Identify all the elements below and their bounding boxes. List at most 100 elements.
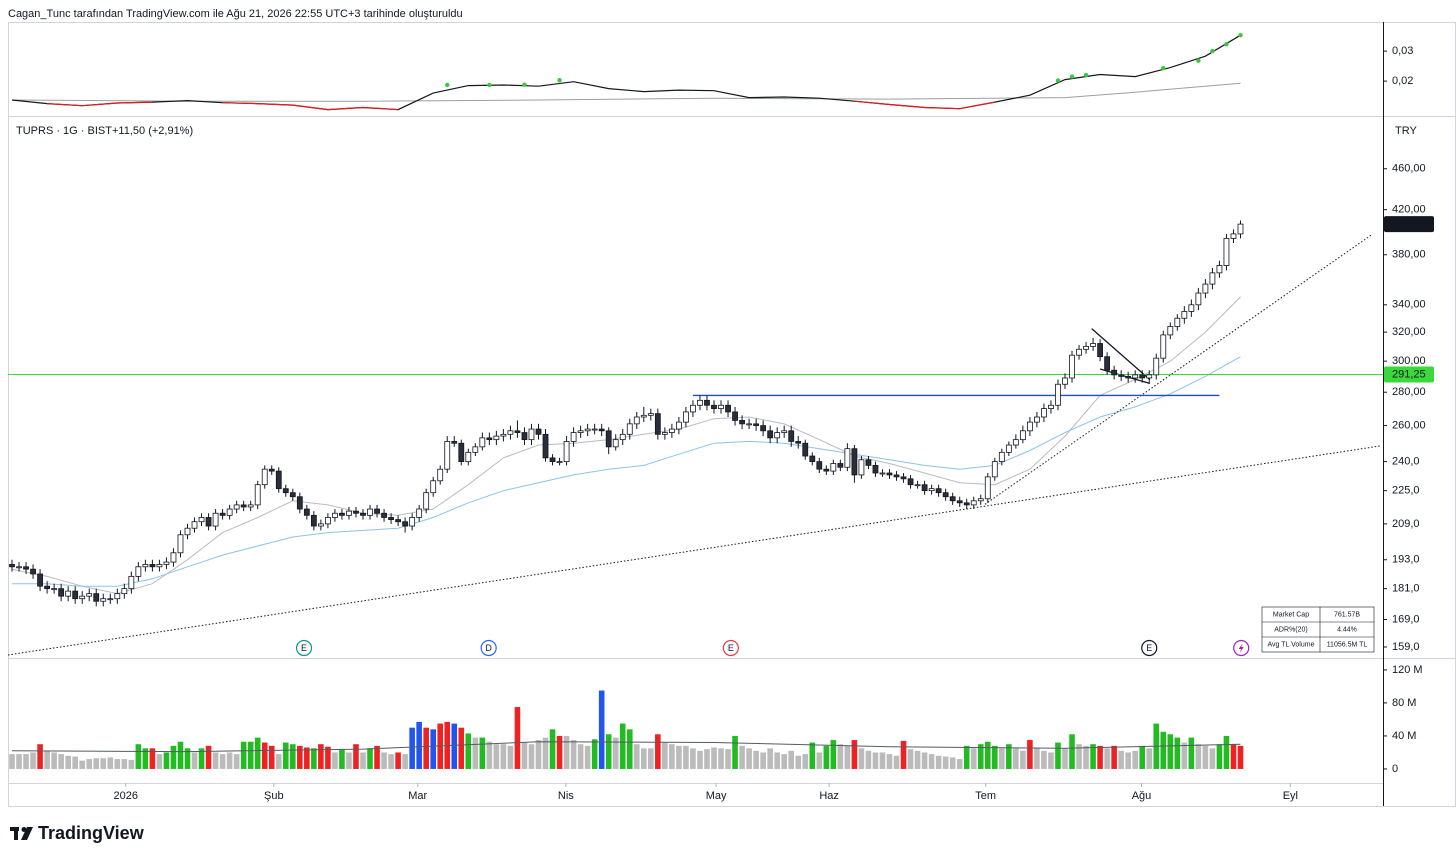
candle-body	[198, 517, 205, 523]
volume-bar	[1209, 748, 1216, 769]
candle-body	[1069, 354, 1075, 379]
candle-body	[1202, 283, 1209, 294]
y-tick-label: 120 M	[1392, 664, 1423, 676]
volume-bar	[514, 707, 521, 769]
volume-bar	[774, 752, 780, 769]
candle-body	[718, 404, 724, 409]
volume-bar	[163, 752, 170, 769]
volume-bar	[72, 756, 78, 769]
candle-body	[16, 566, 22, 569]
volume-bar	[662, 742, 668, 769]
candle-body	[788, 430, 795, 442]
candle-body	[872, 464, 879, 474]
event-icon	[480, 639, 497, 657]
y-tick-label: 0	[1392, 763, 1398, 775]
volume-bar	[655, 734, 661, 769]
candle-body	[1012, 439, 1019, 446]
volume-bar	[1216, 744, 1223, 769]
candle-body	[1019, 430, 1026, 441]
candle-body	[451, 441, 458, 444]
candle-body	[289, 492, 296, 498]
candle-body	[1104, 356, 1111, 371]
level-label: 291,25	[1392, 368, 1426, 380]
volume-bar	[1104, 748, 1110, 769]
candle-body	[977, 498, 984, 502]
x-tick-label: Şub	[264, 790, 284, 802]
candle-body	[1223, 238, 1230, 266]
volume-bar	[381, 752, 387, 769]
volume-bar	[704, 749, 710, 769]
candle-body	[668, 428, 675, 433]
candle-body	[949, 496, 956, 502]
event-icon	[1141, 639, 1158, 657]
candle-body	[584, 428, 591, 432]
candle-body	[612, 439, 619, 448]
candle-body	[879, 472, 886, 475]
volume-bar	[886, 754, 893, 769]
candle-body	[9, 564, 15, 568]
volume-bar	[956, 759, 963, 769]
candle-body	[1237, 223, 1244, 235]
candle-body	[121, 588, 128, 595]
candle-body	[1181, 311, 1188, 319]
volume-bar	[865, 750, 872, 769]
volume-bar	[598, 690, 605, 769]
candle-body	[486, 437, 493, 441]
candle-body	[360, 512, 366, 516]
highlight-point	[1196, 58, 1201, 63]
volume-bar	[93, 758, 100, 769]
volume-bar	[170, 745, 177, 769]
candle-body	[367, 508, 373, 516]
candle-body	[51, 588, 58, 591]
x-tick-label: Mar	[408, 790, 427, 802]
candle-body	[521, 432, 528, 441]
candle-body	[1111, 369, 1118, 376]
volume-bar	[1062, 748, 1068, 769]
volume-bar	[556, 735, 563, 769]
volume-average	[11, 741, 1241, 753]
volume-bar	[570, 740, 577, 769]
volume-bar	[1083, 745, 1089, 769]
candle-body	[156, 564, 163, 568]
candle-body	[823, 468, 830, 472]
volume-bar	[1090, 744, 1096, 769]
candle-body	[647, 413, 654, 416]
y-tick-label: 193,0	[1392, 554, 1420, 566]
candle-body	[303, 508, 310, 516]
indicator-below	[257, 103, 293, 106]
y-tick-label: 159,0	[1392, 641, 1420, 653]
y-tick-label: 0,02	[1392, 75, 1413, 87]
candle-body	[177, 534, 184, 554]
volume-bar	[282, 742, 289, 769]
volume-bar	[999, 748, 1005, 769]
volume-bar	[1041, 750, 1047, 769]
volume-bar	[942, 756, 949, 769]
volume-bar	[247, 741, 254, 769]
candle-body	[914, 484, 921, 487]
logo-shape	[21, 827, 33, 840]
volume-bar	[254, 737, 261, 769]
candle-body	[732, 411, 738, 421]
candle-body	[1209, 272, 1216, 285]
candle-body	[781, 430, 788, 433]
y-tick-label: 460,00	[1392, 163, 1426, 175]
candle-body	[261, 468, 268, 486]
candle-body	[423, 492, 430, 510]
volume-bar	[991, 745, 998, 769]
volume-bar	[142, 748, 149, 769]
volume-bar	[51, 752, 57, 769]
volume-bar	[219, 754, 226, 769]
volume-bar	[9, 754, 15, 769]
candle-body	[332, 512, 338, 518]
candle-body	[205, 517, 212, 527]
volume-bar	[837, 744, 844, 769]
volume-bar	[177, 741, 184, 769]
candle-body	[100, 598, 107, 602]
candle-body	[970, 500, 977, 506]
logo-shape	[21, 827, 27, 832]
candle-body	[44, 585, 51, 590]
candle-body	[886, 472, 893, 476]
candle-body	[795, 441, 802, 444]
